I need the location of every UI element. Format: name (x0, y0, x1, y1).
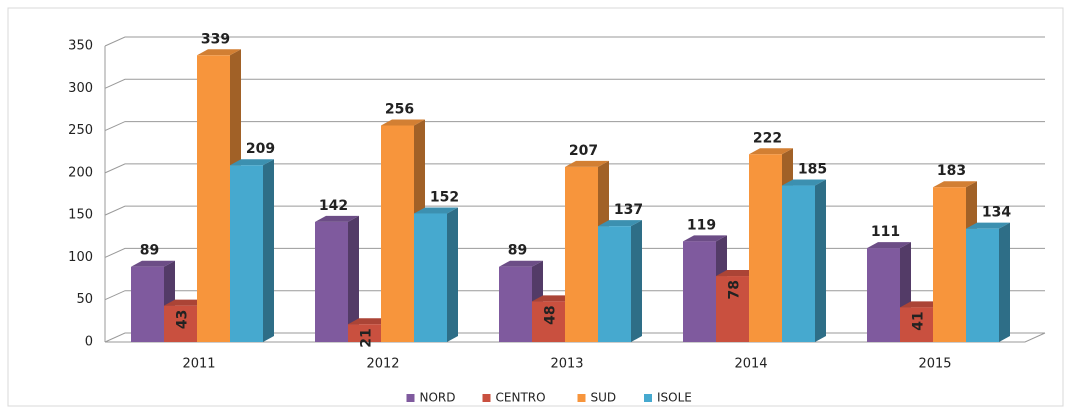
bar (230, 165, 263, 342)
grid-line (104, 205, 1045, 216)
x-tick-label: 2013 (550, 357, 583, 372)
data-label: 89 (508, 243, 527, 259)
y-tick-label: 150 (68, 208, 93, 223)
data-label: 152 (430, 189, 459, 205)
bar-top (499, 260, 543, 267)
data-label: 21 (359, 328, 375, 347)
bar-side (631, 220, 642, 342)
bar (933, 187, 966, 342)
data-label: 142 (319, 198, 348, 214)
bar-top (230, 159, 274, 166)
y-tick-label: 300 (68, 81, 93, 96)
grid-line (104, 247, 1045, 258)
data-label: 41 (911, 311, 927, 330)
legend-label: NORD (420, 391, 456, 405)
bar-top (782, 179, 826, 186)
bar-top (565, 160, 609, 167)
bar (315, 221, 348, 342)
data-label: 111 (871, 224, 900, 240)
bar (532, 301, 565, 342)
bar (565, 166, 598, 342)
y-tick-label: 200 (68, 165, 93, 180)
x-tick-label: 2012 (366, 357, 399, 372)
data-label: 134 (982, 205, 1011, 221)
bar (900, 307, 933, 342)
bar-top (381, 119, 425, 126)
bar (683, 241, 716, 342)
grid-line (104, 163, 1045, 174)
y-tick-label: 0 (85, 335, 93, 350)
data-label: 119 (687, 217, 716, 233)
bar-top (414, 207, 458, 214)
bar-top (867, 242, 911, 249)
bar (867, 248, 900, 342)
data-label: 256 (385, 101, 414, 117)
y-tick-label: 350 (68, 39, 93, 54)
grid-line (104, 78, 1045, 89)
x-tick-label: 2011 (182, 357, 215, 372)
bar-top (315, 215, 359, 222)
bar (598, 226, 631, 342)
bar-top (749, 148, 793, 155)
x-tick-label: 2015 (918, 357, 951, 372)
bar (197, 55, 230, 342)
data-label: 48 (543, 305, 559, 324)
legend-swatch (406, 394, 415, 402)
data-label: 89 (140, 243, 159, 259)
bar (348, 324, 381, 342)
data-label: 137 (614, 202, 643, 218)
bar-top (131, 260, 175, 267)
grid-line (104, 36, 1045, 47)
bar-top (197, 49, 241, 56)
legend-swatch (482, 394, 491, 402)
bar-side (447, 207, 458, 342)
legend-label: CENTRO (496, 391, 546, 405)
bar (716, 276, 749, 342)
bar (749, 154, 782, 342)
bar (782, 185, 815, 342)
grid-line (104, 121, 1045, 132)
bar-side (999, 222, 1010, 342)
data-label: 207 (569, 143, 598, 159)
data-label: 185 (798, 162, 827, 178)
legend-swatch (644, 394, 652, 402)
bar (131, 266, 164, 342)
bar (164, 305, 197, 342)
bar-side (263, 159, 274, 342)
y-tick-label: 50 (76, 292, 93, 307)
bar (381, 125, 414, 342)
data-label: 78 (727, 280, 743, 299)
bar (966, 228, 999, 342)
bar-side (815, 179, 826, 342)
bar-side (348, 215, 359, 342)
data-label: 339 (201, 31, 230, 47)
bar (414, 213, 447, 342)
bar-top (598, 220, 642, 227)
data-label: 209 (246, 141, 275, 157)
legend-swatch (577, 394, 586, 402)
y-tick-label: 100 (68, 250, 93, 265)
bar (499, 266, 532, 342)
bar-top (683, 235, 727, 242)
bar-top (966, 222, 1010, 229)
legend-label: ISOLE (657, 391, 692, 405)
data-label: 183 (937, 163, 966, 179)
x-tick-label: 2014 (734, 357, 767, 372)
y-tick-label: 250 (68, 123, 93, 138)
data-label: 222 (753, 130, 782, 146)
data-label: 43 (175, 310, 191, 329)
legend-label: SUD (591, 391, 617, 405)
bar-top (933, 181, 977, 188)
